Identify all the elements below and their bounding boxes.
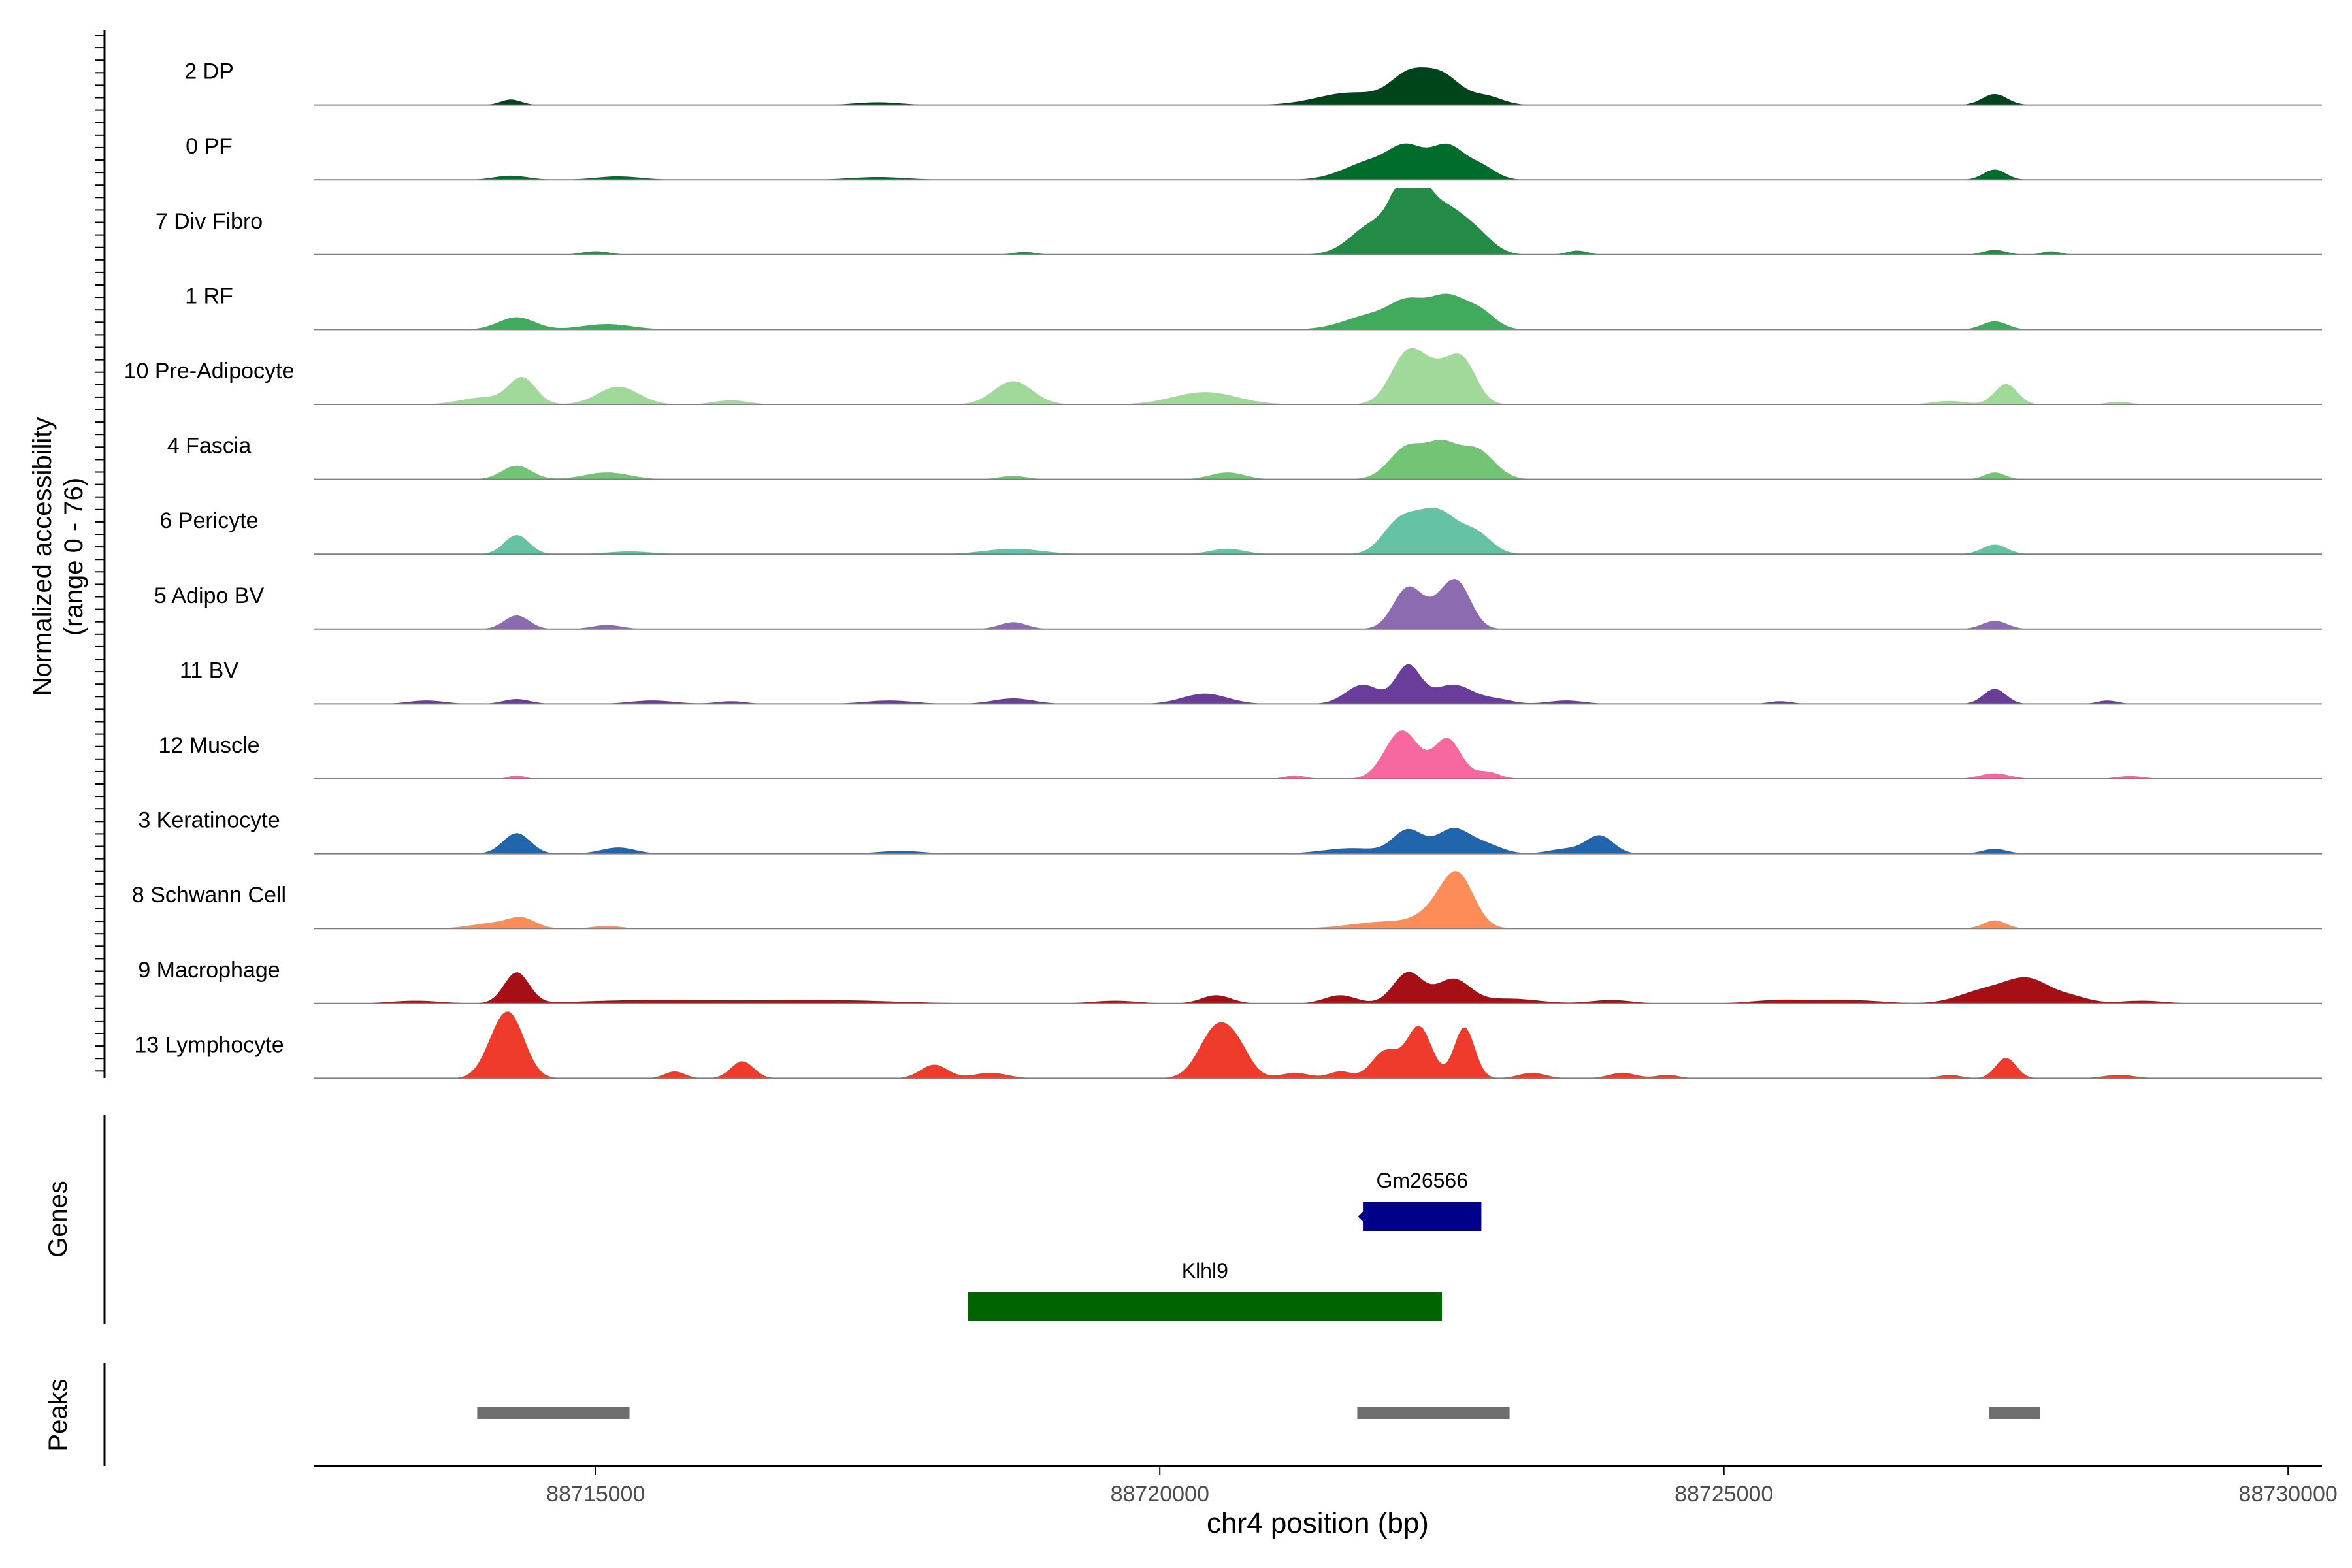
x-tick-label: 88715000 <box>546 1482 645 1507</box>
coverage-area <box>314 507 2322 555</box>
gene-1: Gm26566 <box>1358 1169 1482 1231</box>
coverage-area <box>314 828 2322 854</box>
x-axis: 88715000 88720000 88725000 88730000 <box>314 1465 2338 1507</box>
y-axis-range: (range 0 - 76) <box>59 478 88 636</box>
coverage-area <box>314 67 2322 105</box>
track-label: 9 Macrophage <box>138 958 280 983</box>
y-axis-title: Normalized accessibility <box>28 417 57 696</box>
track-label: 7 Div Fibro <box>155 209 263 234</box>
track-1: 2 DP <box>184 59 2322 106</box>
track-3: 7 Div Fibro <box>155 188 2322 255</box>
track-label: 3 Keratinocyte <box>138 808 280 833</box>
coverage-y-axis <box>95 30 106 1078</box>
track-label: 8 Schwann Cell <box>132 883 286 907</box>
track-label: 4 Fascia <box>167 434 252 459</box>
gene-2: Klhl9 <box>968 1259 1442 1321</box>
track-13: 9 Macrophage <box>138 958 2322 1004</box>
track-10: 12 Muscle <box>159 730 2322 779</box>
gene-body <box>1363 1202 1482 1231</box>
peak-region-1 <box>477 1407 630 1419</box>
gene-body <box>968 1292 1442 1321</box>
coverage-tracks: 2 DP 0 PF 7 Div Fibro 1 RF 10 Pre-Adipocyte 4… <box>124 59 2322 1079</box>
track-9: 11 BV <box>180 658 2322 705</box>
gene-label: Gm26566 <box>1376 1169 1468 1192</box>
peaks-panel-label: Peaks <box>44 1379 73 1451</box>
strand-arrow-icon <box>1358 1206 1371 1227</box>
x-axis-title: chr4 position (bp) <box>1207 1507 1429 1539</box>
genes-panel-label: Genes <box>44 1181 73 1258</box>
coverage-area <box>314 1011 2322 1079</box>
track-2: 0 PF <box>186 134 2322 181</box>
peak-region-2 <box>1357 1407 1510 1419</box>
track-label: 10 Pre-Adipocyte <box>124 359 295 384</box>
gene-label: Klhl9 <box>1182 1259 1228 1282</box>
track-label: 12 Muscle <box>159 733 260 758</box>
track-8: 5 Adipo BV <box>154 578 2322 630</box>
coverage-area <box>314 664 2322 704</box>
coverage-area <box>314 972 2322 1004</box>
peaks-panel: Peaks <box>44 1363 2040 1466</box>
coverage-area <box>314 578 2322 629</box>
coverage-area <box>314 730 2322 779</box>
genes-panel: Genes Gm26566 Klhl9 <box>44 1115 1482 1324</box>
track-4: 1 RF <box>185 284 2322 331</box>
track-label: 6 Pericyte <box>159 508 258 533</box>
track-14: 13 Lymphocyte <box>134 1011 2322 1079</box>
coverage-area <box>314 188 2322 255</box>
coverage-area <box>314 293 2322 330</box>
track-6: 4 Fascia <box>167 434 2322 480</box>
coverage-area <box>314 439 2322 480</box>
track-label: 2 DP <box>184 59 234 84</box>
track-label: 5 Adipo BV <box>154 583 265 608</box>
x-tick-label: 88720000 <box>1111 1482 1209 1507</box>
track-12: 8 Schwann Cell <box>132 870 2322 930</box>
track-5: 10 Pre-Adipocyte <box>124 348 2322 405</box>
x-tick-label: 88725000 <box>1674 1482 1773 1507</box>
coverage-area <box>314 143 2322 180</box>
track-label: 13 Lymphocyte <box>134 1032 284 1057</box>
track-label: 11 BV <box>180 658 238 683</box>
track-label: 0 PF <box>186 134 233 159</box>
track-7: 6 Pericyte <box>159 507 2322 555</box>
coverage-area <box>314 348 2322 404</box>
peak-region-3 <box>1989 1407 2040 1419</box>
track-11: 3 Keratinocyte <box>138 808 2322 855</box>
coverage-area <box>314 870 2322 929</box>
track-label: 1 RF <box>185 284 233 308</box>
x-tick-label: 88730000 <box>2239 1482 2338 1507</box>
